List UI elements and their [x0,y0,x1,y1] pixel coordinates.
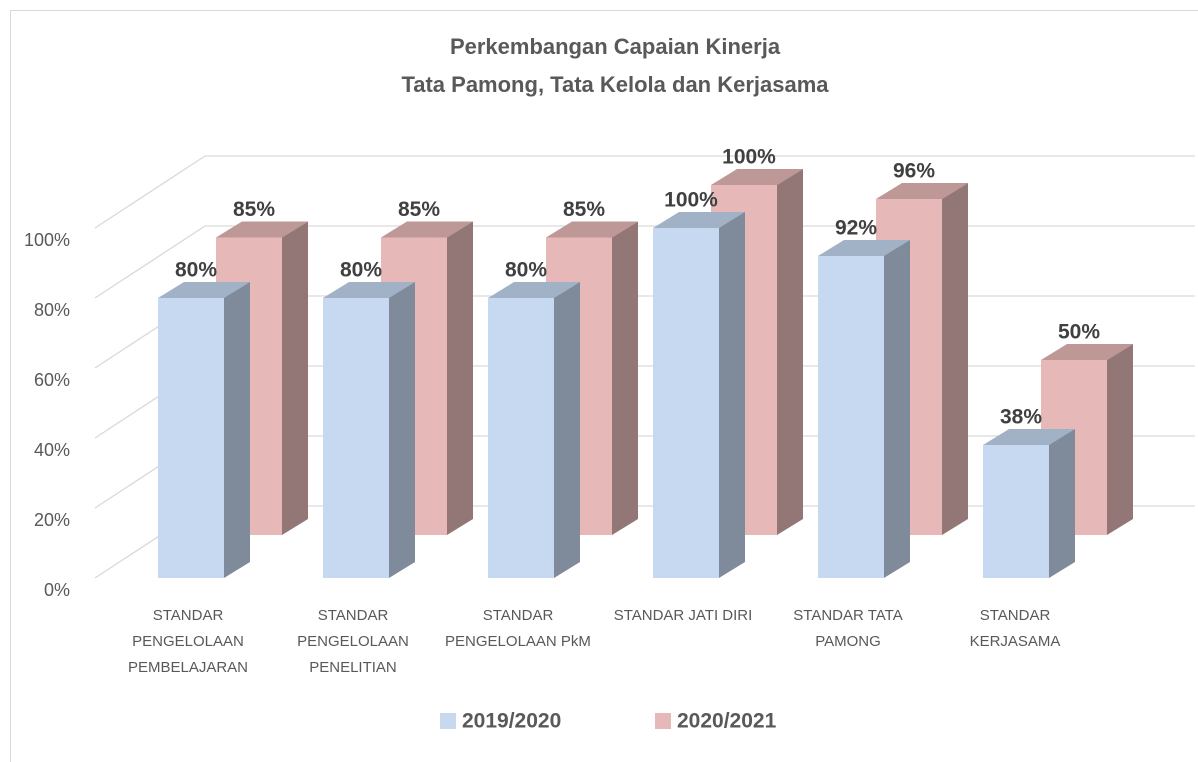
grid-line [94,225,1195,299]
chart-border [10,10,1198,762]
bar [323,298,389,578]
bar-top [876,183,968,199]
bar-side [777,169,803,535]
bar [983,445,1049,578]
bar-top [818,240,910,256]
y-tick-label: 40% [34,440,70,460]
bar-side [224,282,250,578]
data-label: 85% [398,198,440,221]
bar-top [216,221,308,238]
bar-side [942,183,968,535]
data-label: 85% [563,198,605,221]
bar [488,298,554,578]
data-label: 96% [893,160,935,183]
x-tick-label: STANDAR KERJASAMA [969,607,1061,650]
data-label: 80% [175,259,217,282]
y-tick-label: 0% [44,580,70,600]
chart-title: Perkembangan Capaian Kinerja [450,34,781,59]
bar-side [554,282,580,578]
bar-top [381,221,473,238]
data-label: 85% [233,198,275,221]
bar-top [488,282,580,298]
data-label: 92% [835,217,877,240]
bar-top [158,282,250,298]
data-label: 80% [505,259,547,282]
bar-side [612,221,638,535]
x-tick-label: STANDAR JATI DIRI [613,607,753,624]
legend-label: 2020/2021 [677,710,777,733]
y-tick-label: 60% [34,370,70,390]
chart-title: Tata Pamong, Tata Kelola dan Kerjasama [401,72,829,97]
bar-side [1049,429,1075,578]
legend-swatch [655,713,671,729]
bar-top [546,221,638,238]
bar [158,298,224,578]
bar-side [282,221,308,535]
data-label: 100% [722,146,776,169]
bar-side [447,221,473,535]
bar-side [389,282,415,578]
data-label: 50% [1058,321,1100,344]
x-tick-label: STANDAR PENGELOLAAN PEMBELAJARAN [127,607,249,676]
bar-top [1041,344,1133,360]
data-label: 38% [1000,406,1042,429]
bar-top [323,282,415,298]
y-tick-label: 20% [34,510,70,530]
x-tick-label: STANDAR PENGELOLAAN PkM [445,607,591,650]
bar-top [711,169,803,185]
bar [818,256,884,578]
y-tick-label: 80% [34,300,70,320]
bar-top [653,212,745,228]
y-tick-label: 100% [24,230,70,250]
legend-label: 2019/2020 [462,710,561,733]
bar-side [719,212,745,578]
bar-top [983,429,1075,445]
data-label: 80% [340,259,382,282]
bar-side [1107,344,1133,535]
bar [653,228,719,578]
bar-side [884,240,910,578]
x-tick-label: STANDAR PENGELOLAAN PENELITIAN [297,607,409,676]
legend-swatch [440,713,456,729]
x-tick-label: STANDAR TATA PAMONG [793,607,903,650]
grid-line [94,155,1195,229]
data-label: 100% [664,189,718,212]
